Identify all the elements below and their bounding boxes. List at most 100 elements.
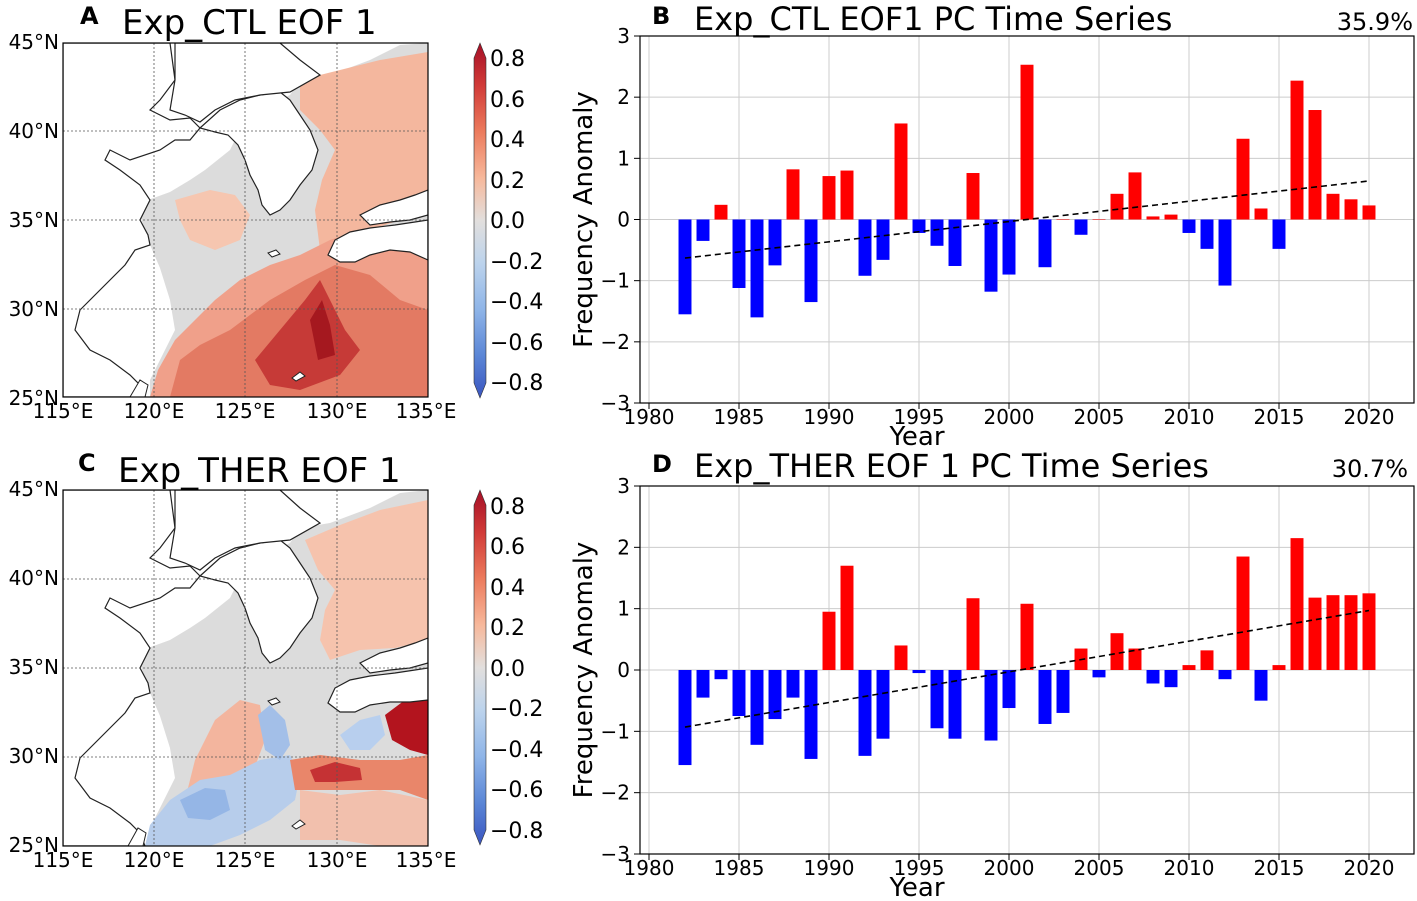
y-tick-label: −2: [601, 330, 630, 354]
bar-1985: [732, 219, 746, 289]
x-tick-label: 1980: [624, 405, 675, 429]
x-tick-label: 2015: [1254, 405, 1305, 429]
bar-1983: [696, 670, 710, 698]
x-tick-label: 2000: [984, 405, 1035, 429]
panel-c-title: Exp_THER EOF 1: [118, 451, 401, 491]
trend-line: [684, 180, 1370, 259]
y-axis-label: Frequency Anomaly: [569, 542, 599, 799]
bar-1990: [822, 176, 836, 220]
panel-a-title: Exp_CTL EOF 1: [122, 3, 377, 43]
bar-2001: [1020, 64, 1034, 220]
bar-2014: [1254, 208, 1268, 220]
bar-1997: [948, 670, 962, 739]
panel-d-title: Exp_THER EOF 1 PC Time Series: [694, 447, 1209, 485]
colorbar-label: −0.6: [490, 778, 543, 803]
colorbar-label: −0.2: [490, 697, 543, 722]
map-a-anomaly-core: [255, 280, 360, 390]
bar-2008: [1146, 216, 1160, 220]
bar-2013: [1236, 138, 1250, 220]
bar-1988: [786, 670, 800, 698]
bar-2003: [1056, 670, 1070, 713]
bar-1983: [696, 219, 710, 241]
colorbar-label: 0.6: [490, 535, 525, 560]
x-tick-label: 1985: [714, 856, 765, 880]
bar-2010: [1182, 219, 1196, 233]
lon-label: 130°E: [307, 848, 368, 872]
lon-label: 120°E: [124, 399, 185, 423]
bar-2008: [1146, 670, 1160, 684]
map-a: [63, 43, 428, 397]
bar-1993: [876, 670, 890, 739]
map-a-land-jeju: [267, 249, 281, 258]
map-c-land-jeju: [267, 697, 281, 706]
bar-2015: [1272, 219, 1286, 249]
map-c-lon-labels: 115°E 120°E 125°E 130°E 135°E: [33, 848, 457, 872]
x-tick-label: 1980: [624, 856, 675, 880]
map-a-grid: [63, 43, 428, 397]
x-tick-label: 1990: [804, 856, 855, 880]
x-tick-label: 1995: [894, 405, 945, 429]
bar-1997: [948, 219, 962, 266]
bar-2007: [1128, 172, 1142, 220]
colorbar-label: −0.4: [490, 738, 543, 763]
lat-label: 40°N: [9, 566, 59, 590]
bar-1994: [894, 123, 908, 220]
map-c-anomaly-blue-4: [340, 715, 385, 750]
panel-d: D Exp_THER EOF 1 PC Time Series 30.7% −3…: [569, 447, 1415, 901]
bar-2011: [1200, 650, 1214, 670]
y-tick-label: 2: [617, 85, 630, 109]
colorbar-c: 0.8 0.6 0.4 0.2 0.0 −0.2 −0.4 −0.6 −0.8: [473, 489, 543, 846]
lat-label: 25°N: [9, 386, 59, 410]
colorbar-label: 0.0: [490, 657, 525, 682]
bar-2015: [1272, 665, 1286, 670]
colorbar-a-bar: [473, 42, 487, 399]
bar-2009: [1164, 670, 1178, 688]
colorbar-label: −0.6: [490, 331, 543, 356]
x-axis-label: Year: [888, 873, 944, 901]
colorbar-c-bar: [473, 489, 487, 846]
bar-1991: [840, 565, 854, 670]
bar-1994: [894, 645, 908, 670]
bar-1982: [678, 670, 692, 766]
y-axis-label: Frequency Anomaly: [569, 91, 599, 348]
panel-b-title: Exp_CTL EOF1 PC Time Series: [694, 0, 1172, 38]
bar-1998: [966, 173, 980, 220]
bar-1995: [912, 670, 926, 674]
panel-a: A Exp_CTL EOF 1: [9, 2, 457, 423]
bar-1984: [714, 204, 728, 220]
bar-2019: [1344, 595, 1358, 670]
bar-2006: [1110, 633, 1124, 670]
colorbar-a-labels: 0.8 0.6 0.4 0.2 0.0 −0.2 −0.4 −0.6 −0.8: [490, 47, 543, 396]
bar-2011: [1200, 219, 1214, 249]
x-tick-label: 2000: [984, 856, 1035, 880]
colorbar-label: 0.8: [490, 495, 525, 520]
map-c: [63, 490, 428, 846]
y-tick-label: 0: [617, 658, 630, 682]
lon-label: 125°E: [215, 848, 276, 872]
bar-2000: [1002, 219, 1016, 275]
bar-1996: [930, 219, 944, 246]
panel-a-letter: A: [80, 2, 99, 30]
bar-1984: [714, 670, 728, 680]
map-a-land-japan: [327, 219, 428, 263]
y-tick-label: 2: [617, 535, 630, 559]
lon-label: 125°E: [215, 399, 276, 423]
panel-d-percent: 30.7%: [1332, 455, 1408, 483]
bar-2004: [1074, 219, 1088, 235]
lat-label: 35°N: [9, 655, 59, 679]
x-tick-label: 2015: [1254, 856, 1305, 880]
map-c-island: [291, 819, 306, 830]
x-tick-label: 1990: [804, 405, 855, 429]
trend-line: [684, 609, 1370, 728]
panel-c-letter: C: [78, 449, 96, 477]
y-tick-label: −1: [601, 719, 630, 743]
bar-1985: [732, 670, 746, 716]
bar-2013: [1236, 556, 1250, 670]
map-c-anomaly-blue-2: [180, 788, 230, 820]
colorbar-label: −0.2: [490, 250, 543, 275]
map-a-lat-labels: 45°N 40°N 35°N 30°N 25°N: [9, 30, 59, 410]
lon-label: 130°E: [307, 399, 368, 423]
colorbar-label: −0.4: [490, 290, 543, 315]
bar-1996: [930, 670, 944, 729]
bar-2020: [1362, 593, 1376, 670]
